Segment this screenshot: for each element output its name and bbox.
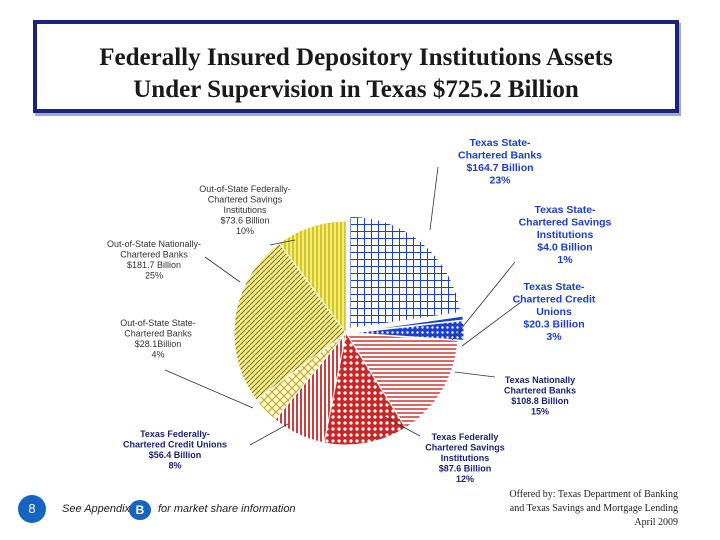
slice-label-line: 12% bbox=[456, 474, 474, 484]
pie-slice-oos-federal-savings bbox=[278, 220, 347, 335]
slice-label-line: Institutions bbox=[223, 205, 267, 215]
slice-label-line: $164.7 Billion bbox=[466, 162, 533, 174]
slice-label-line: Texas Nationally bbox=[505, 375, 575, 385]
slice-label-line: Chartered Banks bbox=[504, 386, 576, 396]
leader-line-oos-national-banks bbox=[204, 256, 241, 283]
slice-label-line: Out-of-State State- bbox=[120, 318, 196, 328]
slice-label-texas-federal-credit-unions: Texas Federally-Chartered Credit Unions $… bbox=[123, 429, 227, 471]
slice-labels: Texas State-Chartered Banks $164.7 Billio… bbox=[107, 137, 612, 484]
leader-line-texas-state-savings bbox=[451, 261, 516, 341]
offered-line3: April 2009 bbox=[634, 517, 678, 528]
slice-label-line: Chartered Savings bbox=[519, 217, 612, 229]
pie-slice-texas-state-banks bbox=[349, 215, 462, 330]
page-title-line2: Under Supervision in Texas $725.2 Billio… bbox=[133, 76, 579, 103]
pie-slice-oos-national-banks bbox=[233, 242, 347, 401]
leader-line-texas-federal-credit-unions bbox=[249, 423, 289, 446]
appendix-prefix: See Appendix bbox=[62, 503, 131, 515]
offered-line2: and Texas Savings and Mortgage Lending bbox=[509, 503, 678, 514]
slice-label-line: Texas State- bbox=[523, 281, 585, 293]
slice-label-line: Unions bbox=[536, 306, 572, 318]
slice-label-line: 15% bbox=[531, 407, 549, 417]
slice-label-line: $56.4 Billion bbox=[149, 450, 202, 460]
slice-label-texas-state-banks: Texas State-Chartered Banks $164.7 Billio… bbox=[458, 137, 542, 187]
appendix-badge[interactable]: B bbox=[129, 500, 151, 520]
slice-label-line: Out-of-State Federally- bbox=[199, 184, 291, 194]
leader-line-oos-federal-savings bbox=[269, 239, 296, 246]
slice-label-line: Chartered Savings bbox=[208, 195, 283, 205]
slice-label-line: 25% bbox=[145, 271, 163, 281]
leader-line-texas-federal-savings bbox=[384, 416, 421, 437]
slice-label-line: 8% bbox=[168, 461, 181, 471]
slice-label-oos-state-banks: Out-of-State State-Chartered Banks $28.1B… bbox=[120, 318, 196, 360]
slice-label-texas-federal-savings: Texas Federally Chartered Savings Institut… bbox=[425, 432, 505, 484]
slice-label-oos-national-banks: Out-of-State Nationally-Chartered Banks $… bbox=[107, 239, 201, 281]
pie-slice-texas-national-banks bbox=[345, 332, 459, 429]
slice-label-line: 23% bbox=[489, 175, 511, 187]
pie-slice-texas-state-credit-unions bbox=[351, 320, 465, 341]
slice-label-line: 3% bbox=[546, 331, 562, 343]
slice-label-texas-state-credit-unions: Texas State-Chartered Credit Unions $20.3 … bbox=[513, 281, 596, 343]
slice-label-line: $181.7 Billion bbox=[127, 260, 181, 270]
slice-label-line: Texas Federally bbox=[432, 432, 499, 442]
title-box: Federally Insured Depository Institution… bbox=[33, 20, 679, 113]
slice-label-line: $87.6 Billion bbox=[439, 464, 492, 474]
appendix-suffix: for market share information bbox=[158, 503, 296, 515]
slice-label-line: Texas Federally- bbox=[140, 429, 210, 439]
leader-lines bbox=[164, 166, 522, 446]
pie-slice-texas-state-savings bbox=[351, 315, 464, 333]
offered-by-note: Offered by: Texas Department of Banking … bbox=[509, 488, 678, 530]
slice-label-line: Texas State- bbox=[469, 137, 531, 149]
leader-line-texas-national-banks bbox=[454, 371, 496, 378]
leader-line-texas-state-banks bbox=[429, 166, 439, 231]
offered-line1: Offered by: Texas Department of Banking bbox=[509, 489, 678, 500]
slice-label-line: Chartered Credit Unions bbox=[123, 440, 227, 450]
slice-label-line: 4% bbox=[151, 350, 164, 360]
slice-label-texas-state-savings: Texas State-Chartered Savings Institution… bbox=[519, 204, 612, 266]
slice-label-line: $28.1Billion bbox=[135, 339, 182, 349]
slide-number: 8 bbox=[18, 495, 46, 523]
slice-label-line: $20.3 Billion bbox=[523, 319, 584, 331]
slice-label-line: 1% bbox=[557, 254, 573, 266]
slice-label-line: $4.0 Billion bbox=[537, 242, 592, 254]
slice-label-line: Institutions bbox=[441, 453, 490, 463]
slice-label-line: Chartered Banks bbox=[124, 329, 192, 339]
slice-label-line: Chartered Banks bbox=[458, 150, 542, 162]
leader-line-texas-state-credit-unions bbox=[461, 301, 522, 347]
slice-label-line: Out-of-State Nationally- bbox=[107, 239, 201, 249]
leader-line-oos-state-banks bbox=[164, 369, 254, 409]
slice-label-line: Chartered Credit bbox=[513, 294, 596, 306]
slice-label-line: Institutions bbox=[537, 229, 594, 241]
slice-label-line: $108.8 Billion bbox=[511, 396, 569, 406]
slice-label-line: 10% bbox=[236, 226, 254, 236]
slice-label-line: Texas State- bbox=[534, 204, 596, 216]
pie-slices bbox=[233, 215, 465, 446]
slice-label-texas-national-banks: Texas Nationally Chartered Banks $108.8 Bi… bbox=[504, 375, 576, 417]
slice-label-oos-federal-savings: Out-of-State Federally-Chartered Savings… bbox=[199, 184, 291, 236]
slice-label-line: Chartered Banks bbox=[120, 250, 188, 260]
slice-label-line: $73.6 Billion bbox=[220, 216, 269, 226]
slice-label-line: Chartered Savings bbox=[425, 443, 505, 453]
page-title-line1: Federally Insured Depository Institution… bbox=[99, 44, 613, 71]
